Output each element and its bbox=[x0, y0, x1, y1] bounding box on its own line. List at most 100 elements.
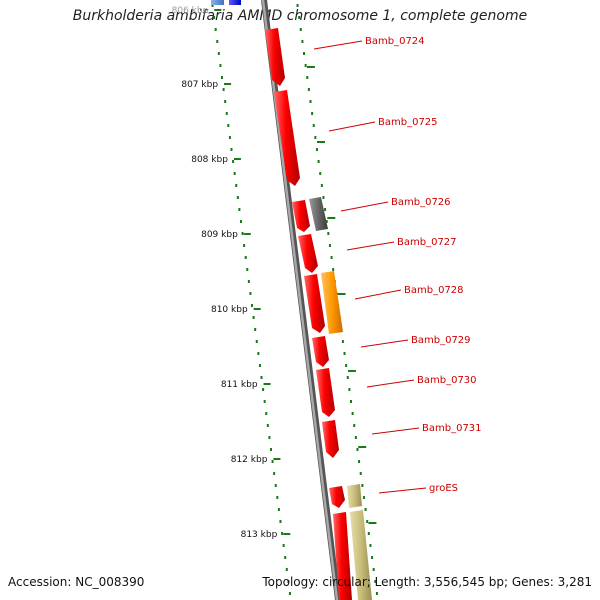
ring-dot bbox=[221, 76, 224, 79]
ring-dot bbox=[375, 592, 378, 595]
ring-dot bbox=[230, 148, 233, 151]
ring-dot bbox=[366, 520, 369, 523]
leader-line bbox=[366, 379, 415, 388]
gene-bamb-0731[interactable] bbox=[322, 420, 339, 458]
gene-label[interactable]: Bamb_0727 bbox=[397, 237, 457, 248]
gene-bamb-0726-gray[interactable] bbox=[309, 197, 328, 231]
gene-bamb-0727[interactable] bbox=[298, 234, 318, 273]
tick-mark bbox=[273, 458, 281, 460]
gene-track bbox=[211, 0, 372, 600]
ring-dot bbox=[273, 472, 276, 475]
ring-dot bbox=[312, 124, 315, 127]
gene-label[interactable]: Bamb_0725 bbox=[378, 117, 438, 128]
gene-label[interactable]: groES bbox=[429, 483, 458, 494]
tick-label: 812 kbp bbox=[231, 455, 268, 465]
ring-dot bbox=[279, 520, 282, 523]
gene-bamb-0724[interactable] bbox=[265, 28, 285, 86]
ring-dot bbox=[266, 424, 269, 427]
ring-dot bbox=[350, 400, 352, 403]
ring-dot bbox=[374, 580, 377, 583]
gene-bamb-0726[interactable] bbox=[292, 200, 310, 232]
ring-dot bbox=[296, 4, 299, 7]
ring-dot bbox=[353, 424, 356, 427]
ring-dot bbox=[369, 544, 372, 547]
ring-dot bbox=[361, 484, 364, 487]
ring-dot bbox=[276, 496, 279, 499]
gene-bamb-0730[interactable] bbox=[316, 368, 335, 417]
ring-dot bbox=[216, 40, 219, 43]
tick-mark bbox=[253, 308, 261, 310]
gene-red-bottom[interactable] bbox=[333, 512, 352, 600]
gene-bamb-0725[interactable] bbox=[274, 90, 300, 186]
ring-dot bbox=[262, 388, 265, 391]
tick-mark bbox=[233, 158, 241, 160]
ring-dot bbox=[233, 172, 236, 175]
ring-dot bbox=[301, 40, 304, 43]
ring-dot bbox=[348, 388, 351, 391]
ring-dot bbox=[324, 208, 327, 211]
gene-label[interactable]: Bamb_0726 bbox=[391, 197, 451, 208]
ring-dash bbox=[306, 66, 315, 68]
position-ticks: 806 kbp 807 kbp 808 kbp 809 kbp 810 kbp 811 k… bbox=[172, 6, 291, 540]
ring-dot bbox=[330, 256, 333, 259]
tick-label: 809 kbp bbox=[201, 230, 238, 240]
leader-line bbox=[371, 427, 420, 435]
ring-dot bbox=[285, 568, 288, 571]
gene-label[interactable]: Bamb_0731 bbox=[422, 423, 482, 434]
accession-text: Accession: NC_008390 bbox=[8, 575, 145, 589]
gene-label[interactable]: Bamb_0728 bbox=[404, 285, 464, 296]
leader-line bbox=[378, 487, 427, 494]
ring-dot bbox=[244, 256, 247, 259]
gene-groes-tan[interactable] bbox=[347, 484, 362, 508]
ring-dot bbox=[303, 52, 306, 55]
ring-dot bbox=[269, 448, 272, 451]
ring-dot bbox=[224, 100, 227, 103]
gene-label[interactable]: Bamb_0730 bbox=[417, 375, 477, 386]
ring-dot bbox=[354, 436, 357, 439]
gene-bamb-0728[interactable] bbox=[304, 274, 325, 333]
leader-line bbox=[354, 289, 402, 300]
ring-dot bbox=[359, 472, 362, 475]
ring-dot bbox=[268, 436, 271, 439]
tick-label: 806 kbp bbox=[172, 6, 209, 16]
gene-bamb-0728-orange[interactable] bbox=[321, 271, 343, 334]
ring-dot bbox=[239, 220, 242, 223]
gene-label[interactable]: Bamb_0729 bbox=[411, 335, 471, 346]
ring-dot bbox=[222, 88, 225, 91]
ring-dash bbox=[327, 217, 336, 219]
ring-dot bbox=[332, 268, 335, 271]
ring-dot bbox=[247, 280, 250, 283]
ring-dot bbox=[341, 340, 344, 343]
ring-dash bbox=[358, 446, 367, 448]
ring-dot bbox=[249, 292, 252, 295]
tick-label: 813 kbp bbox=[241, 530, 278, 540]
ring-dot bbox=[252, 316, 255, 319]
ring-dot bbox=[228, 136, 231, 139]
ring-dot bbox=[362, 496, 365, 499]
ring-dot bbox=[274, 484, 277, 487]
ring-dot bbox=[263, 400, 266, 403]
ring-dot bbox=[364, 508, 367, 511]
ring-dot bbox=[345, 364, 348, 367]
tick-mark bbox=[243, 233, 251, 235]
gene-bamb-0729[interactable] bbox=[312, 336, 329, 367]
ring-dot bbox=[298, 16, 301, 19]
ring-dot bbox=[284, 556, 287, 559]
ring-dot bbox=[246, 268, 249, 271]
gene-label[interactable]: Bamb_0724 bbox=[365, 36, 425, 47]
gene-tan-bottom[interactable] bbox=[350, 510, 372, 600]
ring-dot bbox=[358, 460, 361, 463]
gene-groes[interactable] bbox=[329, 486, 345, 508]
ring-dot bbox=[317, 160, 320, 163]
ring-dot bbox=[258, 364, 261, 367]
ring-dot bbox=[241, 232, 244, 235]
gene-blue-top-2[interactable] bbox=[229, 0, 241, 5]
ring-dot bbox=[306, 76, 309, 79]
leader-line bbox=[313, 40, 363, 50]
ring-dot bbox=[227, 124, 230, 127]
leader-line bbox=[360, 339, 409, 348]
gene-blue-top-1[interactable] bbox=[211, 0, 224, 5]
ring-dot bbox=[282, 544, 285, 547]
